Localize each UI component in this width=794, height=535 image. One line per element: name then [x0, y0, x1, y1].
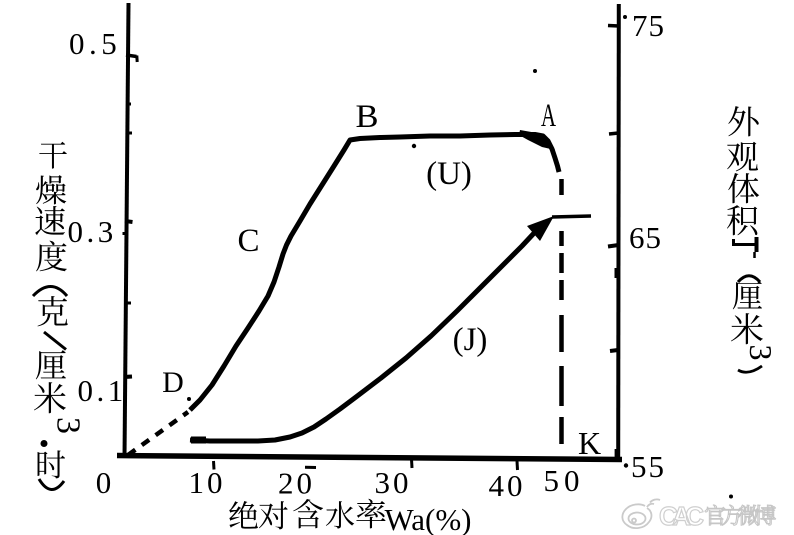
svg-text:20: 20	[278, 466, 315, 501]
svg-text:D: D	[162, 366, 184, 399]
svg-text:50: 50	[544, 463, 585, 498]
svg-text:65: 65	[629, 220, 662, 255]
svg-text:3: 3	[743, 345, 779, 361]
svg-text:75: 75	[632, 8, 665, 43]
svg-text:K: K	[578, 425, 601, 461]
svg-text:0: 0	[96, 465, 112, 500]
svg-text:B: B	[356, 99, 379, 135]
svg-text:Wa(%): Wa(%)	[385, 502, 472, 535]
svg-text:10: 10	[189, 465, 226, 500]
svg-text:40: 40	[489, 468, 526, 503]
svg-text:(J): (J)	[453, 322, 488, 358]
svg-text:55: 55	[631, 449, 666, 484]
svg-text:0.1: 0.1	[78, 373, 127, 408]
svg-text:A: A	[541, 98, 556, 134]
svg-text:3: 3	[50, 417, 87, 434]
svg-text:C: C	[237, 223, 259, 259]
svg-text:(U): (U)	[426, 156, 472, 192]
svg-text:0.3: 0.3	[68, 214, 117, 249]
svg-text:30: 30	[375, 465, 412, 500]
svg-text:CAC: CAC	[659, 501, 704, 531]
svg-text:0.5: 0.5	[69, 26, 121, 61]
